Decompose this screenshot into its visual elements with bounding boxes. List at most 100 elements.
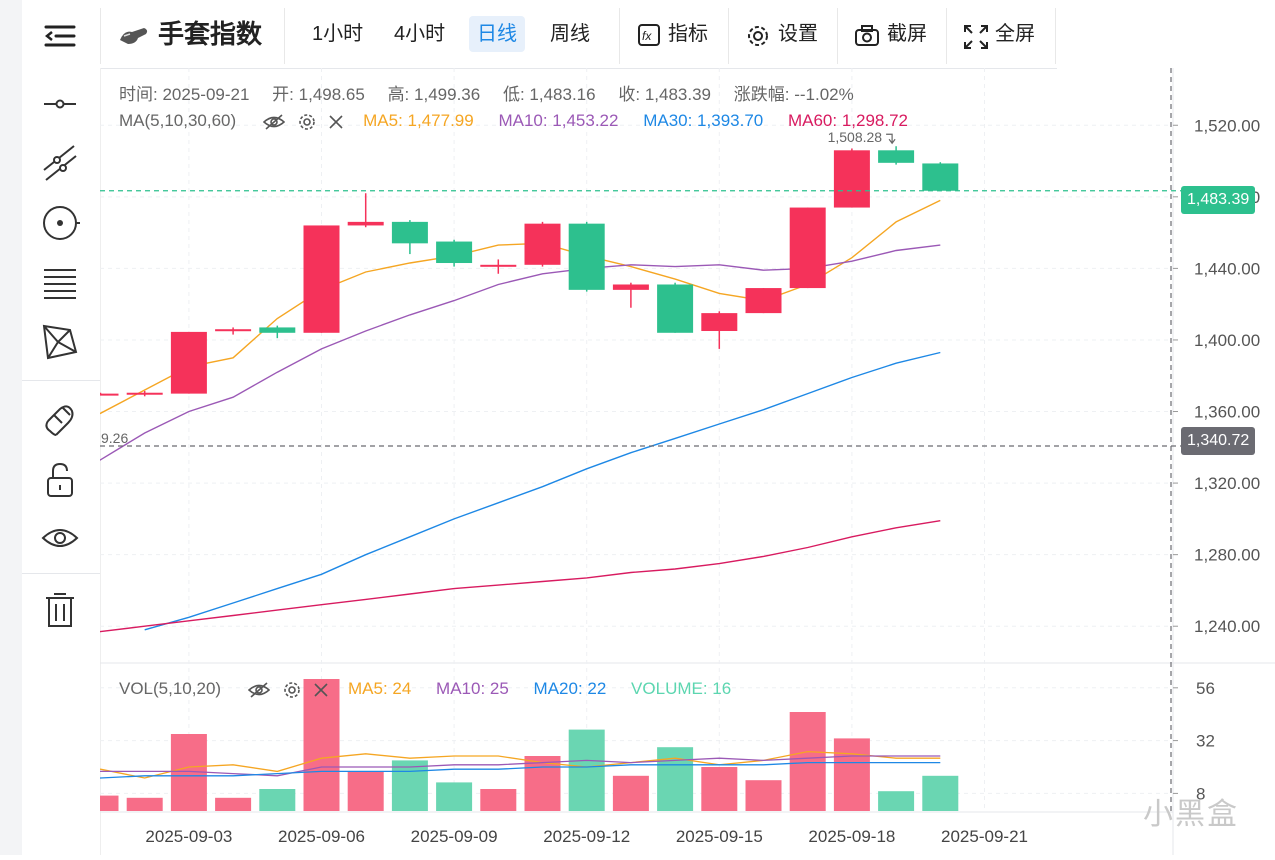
ohlc-legend: 时间: 2025-09-21 开: 1,498.65 高: 1,499.36 低… (119, 80, 854, 105)
candle-body (833, 150, 870, 208)
pattern-icon[interactable] (40, 322, 80, 362)
volume-bar (701, 767, 738, 811)
volume-tick-label: 32 (1196, 732, 1215, 751)
volume-bar (215, 797, 252, 811)
vol-legend-name: VOL(5,10,20) (119, 679, 222, 698)
eye-icon[interactable] (40, 518, 80, 558)
volume-bar (878, 791, 915, 811)
change-label: 涨跌幅: (733, 85, 790, 104)
trend-line-icon[interactable] (40, 142, 80, 182)
ma60-line (56, 520, 941, 635)
volume-bar (833, 738, 870, 811)
volume-bar (657, 747, 694, 811)
candle-body (878, 150, 915, 163)
chart-area[interactable]: 1,520.001,480.001,440.001,400.001,360.00… (55, 68, 1275, 855)
trash-icon[interactable] (40, 590, 80, 630)
fullscreen-button[interactable]: 全屏 (995, 23, 1035, 45)
date-tick-label: 2025-09-21 (941, 827, 1028, 846)
unlock-icon[interactable] (40, 460, 80, 500)
interval-1h[interactable]: 1小时 (312, 23, 364, 45)
indicator-button[interactable]: 指标 (668, 23, 708, 45)
date-tick-label: 2025-09-09 (411, 827, 498, 846)
candle-body (524, 223, 561, 265)
vol-ma20-line (56, 761, 941, 781)
svg-text:fx: fx (642, 29, 652, 43)
time-value: 2025-09-21 (162, 85, 250, 104)
candle-body (391, 221, 428, 244)
ma30-line (144, 351, 941, 631)
screenshot-button[interactable]: 截屏 (887, 23, 927, 45)
close-label: 收: (618, 85, 641, 104)
close-value: 1,483.39 (644, 85, 711, 104)
vol-ma10-line (56, 755, 941, 777)
price-tick-label: 1,240.00 (1194, 617, 1260, 636)
magnet-icon[interactable] (40, 397, 80, 437)
vol-ma5-line (56, 750, 941, 779)
menu-icon[interactable] (44, 24, 76, 48)
candle-body (745, 288, 782, 314)
ma60-legend: MA60: 1,298.72 (787, 111, 908, 130)
low-label: 低: (502, 85, 525, 104)
volume-tick-label: 56 (1196, 679, 1215, 698)
candle-body (480, 264, 517, 267)
volume-bar (82, 795, 119, 811)
candle-body (215, 329, 252, 332)
indicator-icon[interactable]: fx (638, 24, 660, 46)
candle-body (82, 393, 119, 396)
price-tick-label: 1,280.00 (1194, 546, 1260, 565)
vol-hide-eye-icon[interactable] (247, 681, 270, 698)
candle-body (259, 327, 296, 333)
top-toolbar: 手套指数 1小时 4小时 日线 周线 fx 指标 设置 截屏 全屏 (22, 0, 1057, 69)
date-tick-label: 2025-09-18 (808, 827, 895, 846)
volume-bar (391, 760, 428, 811)
price-tick-label: 1,440.00 (1194, 259, 1260, 278)
date-tick-label: 2025-09-06 (278, 827, 365, 846)
left-gutter (0, 0, 22, 855)
page-title: 手套指数 (158, 19, 263, 49)
fib-lines-icon[interactable] (40, 264, 80, 304)
volume-bar (126, 797, 163, 811)
price-tick-label: 1,320.00 (1194, 474, 1260, 493)
ma5-legend: MA5: 1,477.99 (363, 111, 474, 130)
vol-ma20-legend: MA20: 22 (533, 679, 607, 698)
date-tick-label: 2025-09-03 (145, 827, 232, 846)
volume-legend: VOLUME: 16 (631, 679, 732, 698)
settings-button[interactable]: 设置 (778, 23, 818, 45)
date-tick-label: 2025-09-12 (543, 827, 630, 846)
time-label: 时间: (119, 85, 158, 104)
candle-body (922, 163, 959, 191)
interval-daily[interactable]: 日线 (469, 16, 525, 52)
volume-bar (347, 771, 384, 811)
glove-icon (118, 24, 150, 48)
high-label: 高: (387, 85, 410, 104)
price-tick-label: 1,360.00 (1194, 403, 1260, 422)
interval-4h[interactable]: 4小时 (394, 23, 446, 45)
volume-tick-label: 8 (1196, 784, 1205, 803)
volume-bar (922, 775, 959, 811)
camera-icon[interactable] (855, 25, 879, 47)
change-value: --1.02% (794, 85, 854, 104)
volume-bar (612, 775, 649, 811)
ma-legend-name: MA(5,10,30,60) (119, 111, 237, 130)
candle-body (126, 392, 163, 395)
sidebar-divider-2 (22, 573, 100, 574)
sidebar-divider (22, 380, 100, 381)
vol-legend: VOL(5,10,20) MA5: 24 MA10: 25 MA20: 22 V… (119, 679, 731, 699)
max-price-label: 1,508.28 (828, 129, 883, 145)
volume-bar (436, 782, 473, 811)
ma-settings-icon[interactable] (298, 113, 316, 131)
vol-settings-icon[interactable] (283, 681, 301, 699)
candlestick-chart[interactable]: 1,520.001,480.001,440.001,400.001,360.00… (55, 68, 1275, 855)
interval-weekly[interactable]: 周线 (550, 23, 590, 45)
min-price-label: 9.26 (101, 430, 128, 446)
max-price-pointer (886, 133, 896, 145)
hide-eye-icon[interactable] (262, 113, 286, 130)
circle-target-icon[interactable] (40, 203, 80, 243)
vol-close-icon[interactable] (313, 682, 329, 698)
crosshair-price-label: 1,340.72 (1181, 427, 1256, 455)
fullscreen-icon[interactable] (964, 25, 988, 49)
horizontal-line-icon[interactable] (40, 84, 80, 124)
gear-icon[interactable] (746, 24, 770, 48)
price-tick-label: 1,400.00 (1194, 331, 1260, 350)
close-icon[interactable] (328, 114, 344, 130)
